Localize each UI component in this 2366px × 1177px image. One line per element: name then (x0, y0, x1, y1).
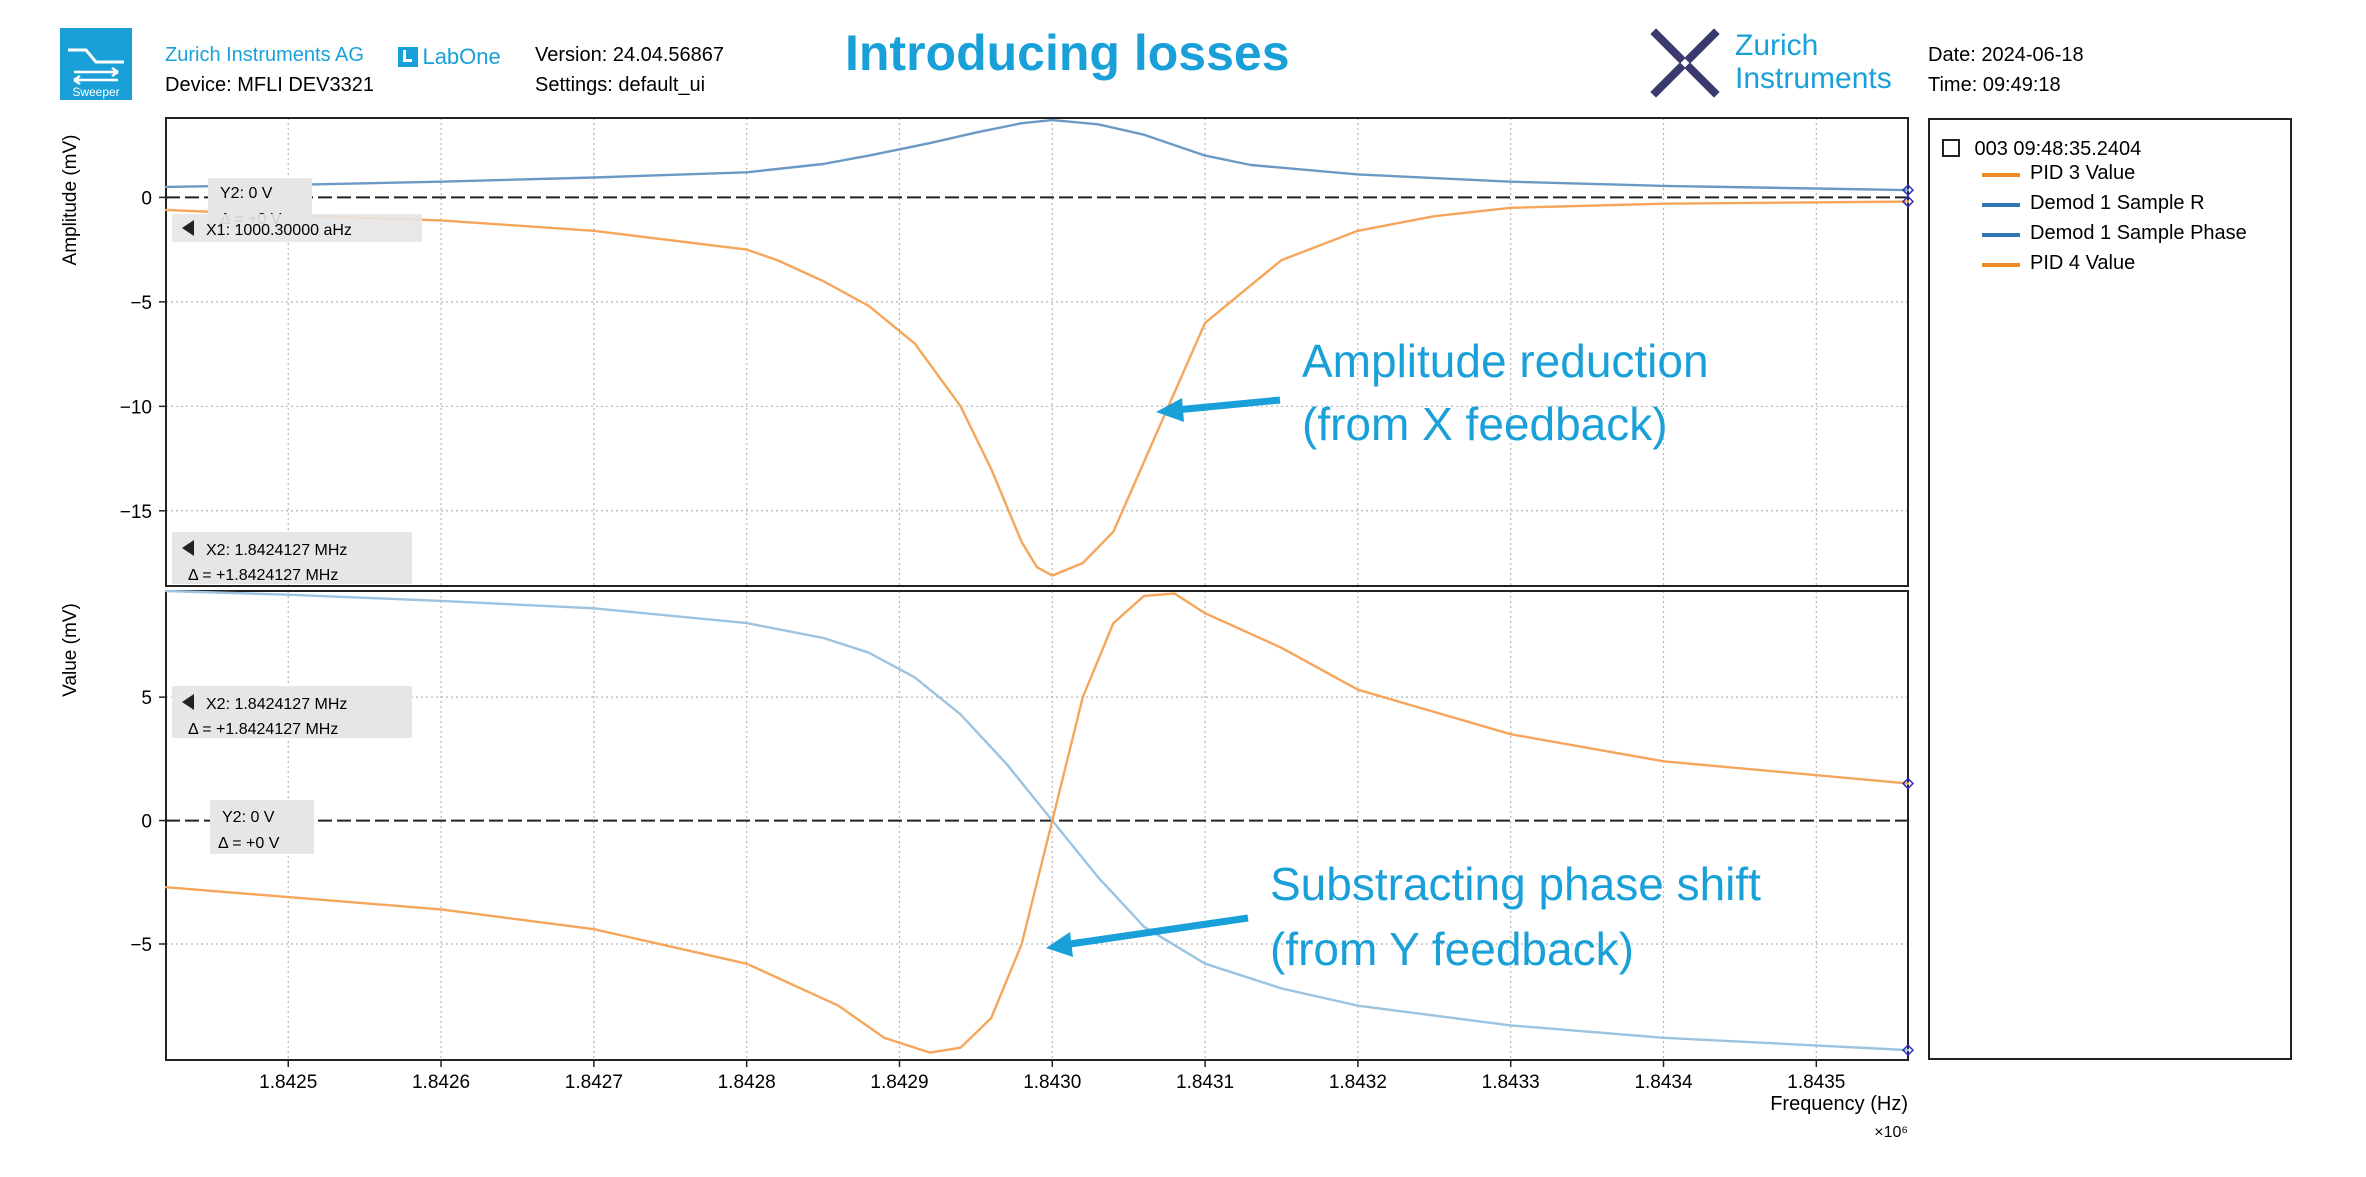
device-label: Device: MFLI DEV3321 (165, 74, 374, 96)
annotation-amplitude-arrow (1175, 396, 1281, 414)
zi-logo-line1: Zurich (1735, 29, 1819, 62)
value-plot[interactable]: Value (mV) Frequency (Hz) ×10⁶ 1.8425 1.8… (60, 589, 1915, 1141)
legend-line-swatch (1982, 173, 2020, 177)
zi-cross-icon (1650, 28, 1720, 98)
y-tick-label: 5 (141, 688, 152, 709)
y-tick-label: −15 (120, 502, 152, 523)
page-title: Introducing losses (845, 25, 1290, 81)
x-tick-label: 1.8433 (1482, 1072, 1540, 1093)
legend-group-label: 003 09:48:35.2404 (1974, 138, 2142, 160)
y-tick-label: −5 (130, 293, 152, 314)
x-tick-label: 1.8427 (565, 1072, 623, 1093)
value-y-axis-label: Value (mV) (60, 603, 81, 697)
y-tick-label: −5 (130, 935, 152, 956)
x-axis-label: Frequency (Hz) (1770, 1093, 1908, 1115)
cursor-arrow-icon (182, 694, 194, 710)
series-line-demod-1-sample-r (164, 118, 1910, 192)
settings-label: Settings: default_ui (535, 74, 706, 96)
amplitude-y-axis-label: Amplitude (mV) (60, 135, 81, 266)
annotation-amplitude-line2: (from X feedback) (1302, 398, 1668, 450)
x-tick-label: 1.8430 (1023, 1072, 1081, 1093)
cursor-text: Δ = +0 V (218, 835, 280, 852)
bottom-y2-cursor-label[interactable]: Y2: 0 V Δ = +0 V (210, 800, 314, 854)
legend-item[interactable]: Demod 1 Sample R (1982, 192, 2205, 215)
series-end-marker (1901, 1044, 1915, 1057)
annotation-phase-arrowhead (1046, 932, 1073, 957)
x-tick-label: 1.8434 (1634, 1072, 1693, 1093)
cursor-arrow-icon (182, 220, 194, 236)
amplitude-grid (166, 118, 1908, 586)
legend-item-label: PID 3 Value (2030, 162, 2136, 184)
sweeper-app-icon: Sweeper (60, 28, 132, 100)
legend-line-swatch (1982, 203, 2020, 207)
labone-icon (398, 47, 418, 67)
legend-item[interactable]: PID 4 Value (1982, 252, 2136, 275)
svg-text:Sweeper: Sweeper (72, 85, 119, 99)
cursor-text: Y2: 0 V (222, 809, 275, 826)
time-label: Time: 09:49:18 (1928, 74, 2061, 96)
date-label: Date: 2024-06-18 (1928, 44, 2084, 66)
series-end-marker (1901, 184, 1915, 197)
amplitude-plot-frame (165, 117, 1909, 587)
cursor-arrow-icon (182, 540, 194, 556)
cursor-text: Δ = +1.8424127 MHz (188, 721, 338, 738)
legend-item-label: Demod 1 Sample Phase (2030, 222, 2247, 244)
value-grid (166, 591, 1908, 1060)
annotation-amplitude-line1: Amplitude reduction (1302, 335, 1709, 387)
cursor-text: Y2: 0 V (220, 185, 273, 202)
y-tick-label: 0 (141, 188, 152, 209)
legend-line-swatch (1982, 263, 2020, 267)
version-label: Version: 24.04.56867 (535, 44, 725, 66)
annotation-phase: Substracting phase shift (from Y feedbac… (1046, 858, 1761, 975)
legend-item[interactable]: PID 3 Value (1982, 162, 2136, 185)
cursor-text: X2: 1.8424127 MHz (206, 696, 347, 713)
annotation-amplitude: Amplitude reduction (from X feedback) (1156, 335, 1709, 450)
y-tick-label: −10 (120, 397, 152, 418)
annotation-amplitude-arrowhead (1156, 398, 1184, 422)
top-x1-cursor-label[interactable]: X1: 1000.30000 aHz (172, 214, 422, 242)
x-tick-label: 1.8425 (259, 1072, 317, 1093)
legend-item-label: PID 4 Value (2030, 252, 2136, 274)
series-line-pid-3-value (164, 200, 1910, 577)
amplitude-plot[interactable]: Amplitude (mV) 0 −5 −10 −15 (60, 117, 1915, 587)
value-plot-frame (165, 590, 1909, 1061)
x-tick-label: 1.8426 (412, 1072, 470, 1093)
cursor-text: Δ = +1.8424127 MHz (188, 567, 338, 584)
labone-label: LabOne (422, 44, 501, 69)
legend-item-label: Demod 1 Sample R (2030, 192, 2205, 214)
x-tick-label: 1.8428 (718, 1072, 776, 1093)
series-end-marker (1901, 195, 1915, 208)
x-tick-label: 1.8435 (1787, 1072, 1845, 1093)
annotation-phase-arrow (1069, 914, 1249, 948)
zurich-instruments-logo (1650, 28, 1720, 103)
legend-panel: 003 09:48:35.2404 PID 3 Value Demod 1 Sa… (1928, 118, 2292, 1060)
series-line-demod-1-sample-phase (164, 589, 1910, 1052)
zi-logo-line2: Instruments (1735, 62, 1892, 95)
top-x2-cursor-label[interactable]: X2: 1.8424127 MHz Δ = +1.8424127 MHz (172, 532, 412, 584)
bottom-x2-cursor-label[interactable]: X2: 1.8424127 MHz Δ = +1.8424127 MHz (172, 686, 412, 738)
series-end-marker (1901, 777, 1915, 790)
cursor-text: X2: 1.8424127 MHz (206, 542, 347, 559)
y-tick-label: 0 (141, 812, 152, 833)
sweeper-icon: Sweeper (68, 48, 124, 99)
legend-line-swatch (1982, 233, 2020, 237)
company-name: Zurich Instruments AG (165, 44, 364, 66)
annotation-phase-line2: (from Y feedback) (1270, 923, 1634, 975)
x-tick-label: 1.8431 (1176, 1072, 1234, 1093)
series-line-pid-4-value (164, 592, 1910, 1054)
legend-group-checkbox[interactable] (1942, 139, 1960, 157)
x-tick-label: 1.8432 (1329, 1072, 1387, 1093)
x-axis-multiplier: ×10⁶ (1874, 1124, 1908, 1141)
cursor-text: X1: 1000.30000 aHz (206, 222, 352, 239)
legend-item[interactable]: Demod 1 Sample Phase (1982, 222, 2247, 245)
labone-logo: LabOne (398, 44, 501, 70)
x-tick-label: 1.8429 (870, 1072, 928, 1093)
annotation-phase-line1: Substracting phase shift (1270, 858, 1761, 910)
